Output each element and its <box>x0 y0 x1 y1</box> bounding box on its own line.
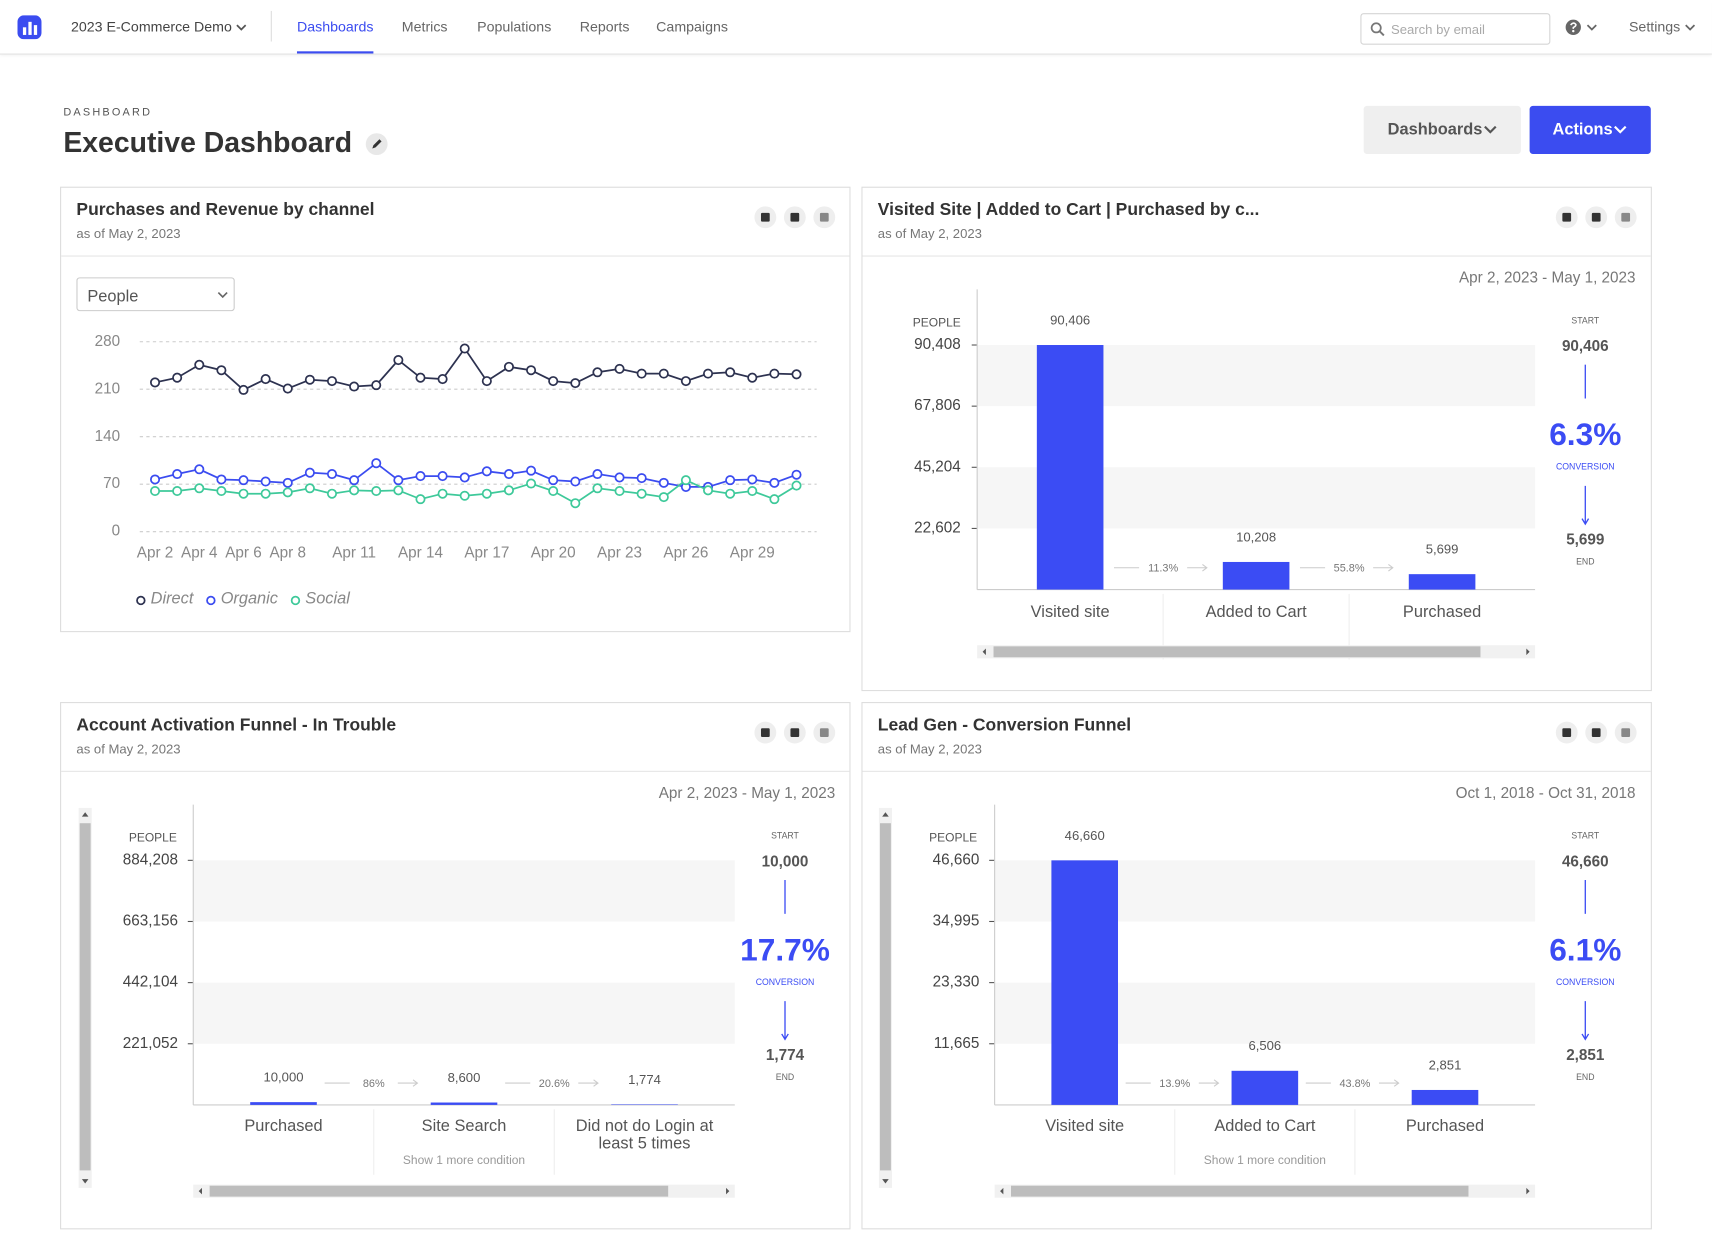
delete-icon[interactable] <box>1614 721 1637 744</box>
edit-button[interactable] <box>365 132 389 156</box>
panel-title: Visited Site | Added to Cart | Purchased… <box>877 200 1260 220</box>
panel-subtitle: as of May 2, 2023 <box>877 741 982 757</box>
chevron <box>1614 125 1627 134</box>
search-box[interactable]: Search by email <box>1360 13 1551 45</box>
panel-subtitle: as of May 2, 2023 <box>877 226 982 242</box>
delete-icon[interactable] <box>1614 206 1637 229</box>
panel-title: Account Activation Funnel - In Trouble <box>76 716 397 735</box>
expand-icon[interactable] <box>1585 206 1608 229</box>
button-label: Actions <box>1552 120 1613 139</box>
panel-title: Lead Gen - Conversion Funnel <box>877 716 1132 735</box>
nav-link[interactable]: Dashboards <box>296 18 374 54</box>
panel-subtitle: as of May 2, 2023 <box>76 741 181 757</box>
panel: Account Activation Funnel - In Trouble a… <box>60 702 851 1230</box>
search-icon <box>1370 22 1385 37</box>
page-title: Executive Dashboard <box>63 125 353 159</box>
move-icon[interactable] <box>1555 721 1578 744</box>
divider <box>61 255 850 257</box>
move-icon[interactable] <box>1555 206 1578 229</box>
eyebrow: DASHBOARD <box>63 106 153 120</box>
settings-menu[interactable]: Settings <box>1629 19 1695 35</box>
nav-link[interactable]: Campaigns <box>656 18 728 35</box>
button-label: Dashboards <box>1387 120 1483 139</box>
expand-icon[interactable] <box>783 206 806 229</box>
help-menu[interactable] <box>1565 19 1600 36</box>
divider <box>61 770 850 772</box>
nav-link[interactable]: Reports <box>579 18 630 35</box>
expand-icon[interactable] <box>1585 721 1608 744</box>
dashboards-button[interactable]: Dashboards <box>1363 105 1521 154</box>
chevron <box>1484 125 1497 134</box>
nav-link[interactable]: Metrics <box>401 18 448 35</box>
panel: Visited Site | Added to Cart | Purchased… <box>861 186 1652 692</box>
panel: Lead Gen - Conversion Funnel as of May 2… <box>861 702 1652 1230</box>
panel-title: Purchases and Revenue by channel <box>76 200 375 220</box>
nav-link[interactable]: Populations <box>477 18 552 35</box>
divider <box>862 770 1651 772</box>
panel-subtitle: as of May 2, 2023 <box>76 226 181 242</box>
logo[interactable] <box>17 15 43 40</box>
project-name: 2023 E-Commerce Demo <box>70 18 232 35</box>
move-icon[interactable] <box>754 721 777 744</box>
delete-icon[interactable] <box>813 721 836 744</box>
move-icon[interactable] <box>754 206 777 229</box>
chevron <box>1684 24 1695 31</box>
dropdown-label: People <box>87 287 139 306</box>
chevron <box>236 24 247 31</box>
top-nav: 2023 E-Commerce Demo Dashboards Metrics … <box>0 0 1712 55</box>
delete-icon[interactable] <box>813 206 836 229</box>
actions-button[interactable]: Actions <box>1529 105 1651 154</box>
search-placeholder: Search by email <box>1390 21 1485 38</box>
expand-icon[interactable] <box>783 721 806 744</box>
panel: Purchases and Revenue by channel as of M… <box>60 186 851 633</box>
project-selector[interactable]: 2023 E-Commerce Demo <box>71 19 247 35</box>
chevron <box>217 292 228 299</box>
divider <box>270 10 272 42</box>
divider <box>862 255 1651 257</box>
settings-label: Settings <box>1628 18 1681 35</box>
metric-dropdown[interactable]: People <box>76 277 235 312</box>
